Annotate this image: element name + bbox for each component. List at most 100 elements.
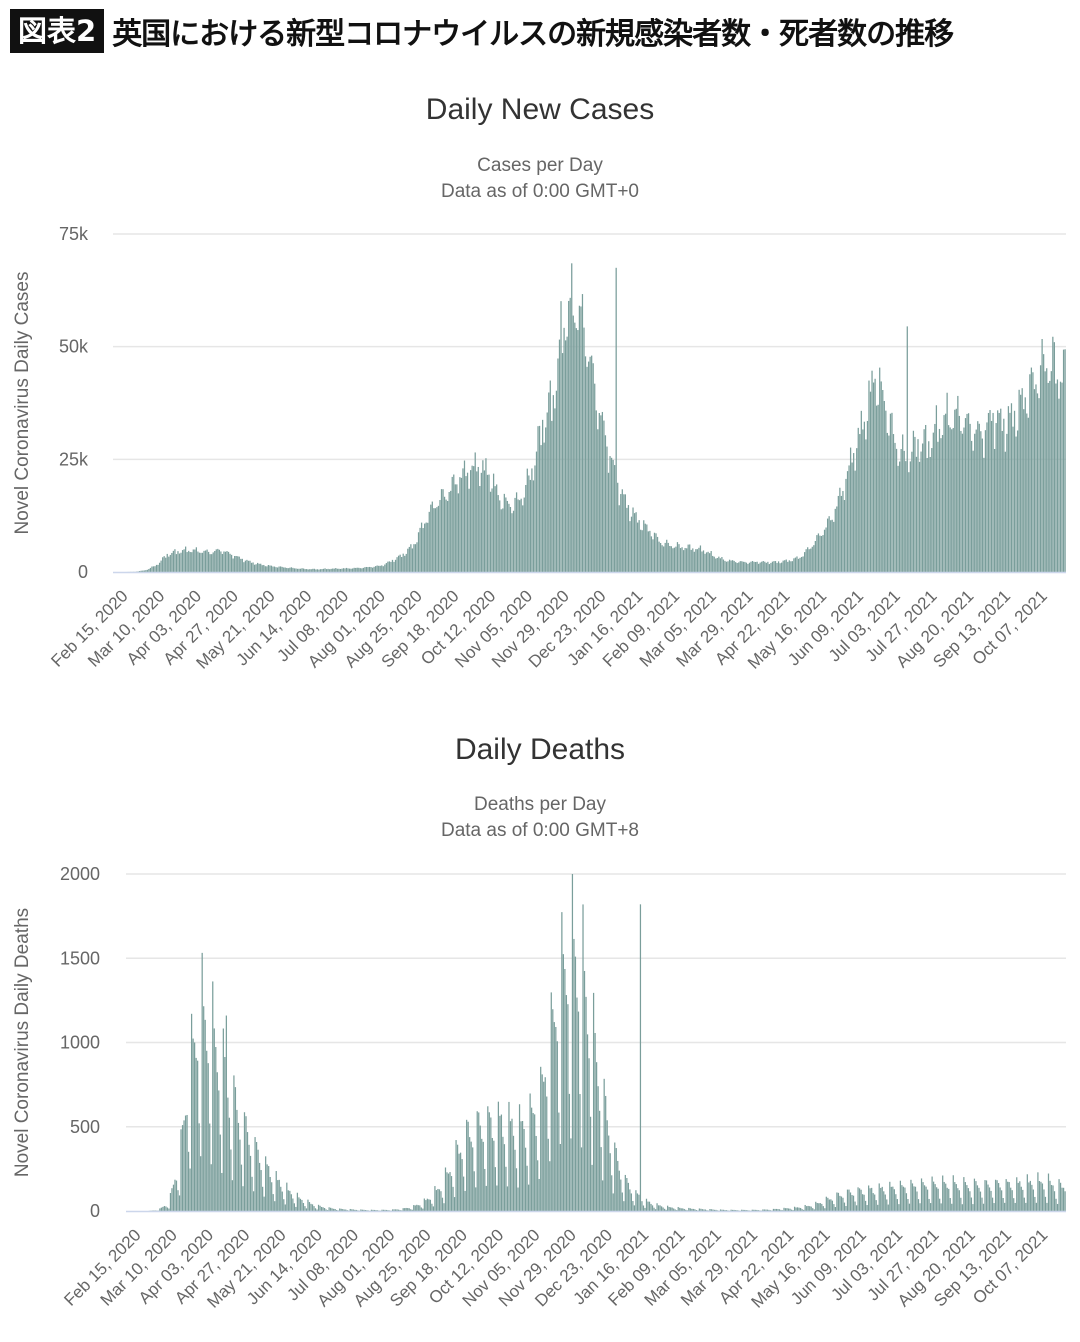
bar[interactable]	[875, 1200, 877, 1211]
bar[interactable]	[986, 422, 988, 572]
bar[interactable]	[367, 1210, 370, 1211]
bar[interactable]	[916, 1191, 918, 1211]
bar[interactable]	[963, 1177, 965, 1211]
bar[interactable]	[460, 477, 463, 572]
bar[interactable]	[894, 442, 896, 572]
bar[interactable]	[1004, 451, 1006, 572]
bar[interactable]	[865, 1200, 867, 1211]
bar[interactable]	[1016, 430, 1019, 572]
bar[interactable]	[1025, 1202, 1027, 1211]
bar[interactable]	[934, 1184, 936, 1211]
bar[interactable]	[806, 1206, 808, 1211]
bar[interactable]	[338, 568, 340, 572]
bar[interactable]	[331, 1208, 333, 1211]
bar[interactable]	[398, 1209, 400, 1211]
bar[interactable]	[843, 500, 846, 572]
bar[interactable]	[562, 954, 564, 1211]
bar[interactable]	[573, 938, 575, 1211]
bar[interactable]	[463, 460, 466, 572]
bar[interactable]	[336, 1209, 338, 1211]
bar[interactable]	[654, 1209, 657, 1211]
bar[interactable]	[432, 1206, 435, 1211]
bar[interactable]	[762, 1209, 764, 1211]
bar[interactable]	[976, 1185, 979, 1211]
bar[interactable]	[437, 505, 440, 572]
bar[interactable]	[540, 1066, 542, 1211]
bar[interactable]	[551, 420, 553, 572]
bar[interactable]	[803, 1209, 805, 1211]
bar[interactable]	[840, 495, 843, 572]
bar[interactable]	[630, 516, 633, 572]
bar[interactable]	[764, 561, 766, 572]
bar[interactable]	[744, 561, 746, 572]
bar[interactable]	[735, 1210, 737, 1211]
bar[interactable]	[774, 561, 777, 572]
bar[interactable]	[299, 1198, 302, 1211]
bar[interactable]	[802, 556, 804, 572]
bar[interactable]	[166, 1207, 169, 1211]
bar[interactable]	[519, 500, 521, 572]
bar[interactable]	[503, 1144, 506, 1211]
bar[interactable]	[441, 1197, 444, 1211]
bar[interactable]	[374, 566, 377, 572]
bar[interactable]	[609, 456, 611, 572]
bar[interactable]	[845, 1205, 847, 1211]
bar[interactable]	[769, 1210, 772, 1211]
bar[interactable]	[706, 1210, 708, 1211]
bar[interactable]	[194, 549, 196, 572]
bar[interactable]	[713, 556, 715, 572]
bar[interactable]	[577, 330, 579, 572]
bar[interactable]	[337, 1210, 339, 1211]
bar[interactable]	[1008, 1182, 1010, 1211]
bar[interactable]	[825, 527, 827, 572]
bar[interactable]	[1029, 374, 1031, 572]
bar[interactable]	[236, 1109, 238, 1211]
bar[interactable]	[586, 1034, 589, 1211]
bar[interactable]	[819, 1203, 821, 1211]
bar[interactable]	[437, 1188, 439, 1211]
bar[interactable]	[854, 470, 856, 572]
bar[interactable]	[860, 410, 862, 572]
bar[interactable]	[614, 1142, 616, 1211]
bar[interactable]	[1029, 1180, 1031, 1211]
bar[interactable]	[576, 997, 578, 1211]
bar[interactable]	[254, 1137, 256, 1211]
bar[interactable]	[216, 1072, 218, 1211]
bar[interactable]	[517, 1187, 519, 1211]
bar[interactable]	[467, 1121, 469, 1211]
bar[interactable]	[237, 1122, 240, 1211]
bar[interactable]	[954, 409, 956, 572]
bar[interactable]	[275, 567, 277, 572]
bar[interactable]	[673, 547, 676, 572]
bar[interactable]	[808, 549, 810, 572]
bar[interactable]	[765, 562, 767, 572]
bar[interactable]	[526, 468, 528, 572]
bar[interactable]	[410, 544, 412, 572]
bar[interactable]	[998, 412, 1000, 572]
bar[interactable]	[313, 568, 315, 572]
bar[interactable]	[816, 535, 818, 572]
bar[interactable]	[280, 566, 282, 572]
bar[interactable]	[1020, 394, 1022, 572]
bar[interactable]	[292, 567, 294, 572]
bar[interactable]	[615, 267, 617, 572]
bar[interactable]	[543, 1081, 545, 1211]
bar[interactable]	[464, 1190, 466, 1211]
bar[interactable]	[926, 1189, 929, 1211]
bar[interactable]	[520, 498, 522, 572]
bar[interactable]	[274, 1201, 276, 1211]
bar[interactable]	[185, 546, 187, 572]
bar[interactable]	[786, 1208, 788, 1211]
bar[interactable]	[828, 516, 830, 572]
bar[interactable]	[781, 1210, 784, 1211]
bar[interactable]	[188, 550, 190, 572]
bar[interactable]	[826, 518, 829, 572]
bar[interactable]	[621, 489, 623, 572]
bar[interactable]	[992, 412, 994, 572]
bar[interactable]	[550, 992, 552, 1211]
bar[interactable]	[807, 1205, 809, 1211]
bar[interactable]	[989, 410, 991, 572]
bar[interactable]	[852, 1195, 855, 1211]
bar[interactable]	[686, 548, 688, 572]
bar[interactable]	[618, 1170, 620, 1211]
